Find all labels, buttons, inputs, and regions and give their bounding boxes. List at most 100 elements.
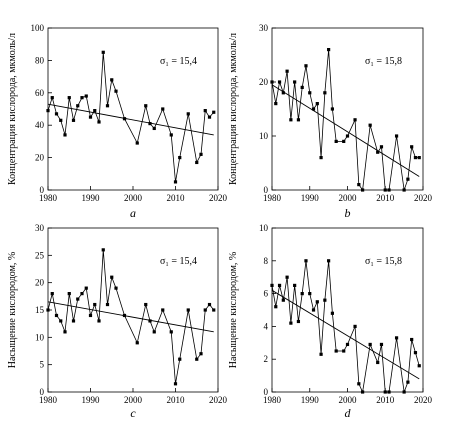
- data-point: [67, 292, 71, 296]
- data-point: [186, 308, 190, 312]
- y-tick-label: 60: [35, 88, 45, 98]
- data-point: [308, 91, 312, 95]
- data-point: [161, 308, 165, 312]
- data-point: [63, 330, 67, 334]
- data-point: [376, 150, 380, 154]
- y-tick-label: 4: [264, 321, 269, 331]
- data-point: [394, 336, 399, 340]
- data-point: [379, 342, 384, 347]
- x-tick-label: 2020: [414, 395, 433, 405]
- x-tick-label: 2020: [209, 193, 228, 203]
- x-tick-label: 1990: [82, 395, 101, 405]
- data-point: [144, 302, 148, 307]
- data-point: [417, 364, 421, 368]
- data-point: [387, 390, 391, 394]
- data-point: [368, 123, 372, 127]
- data-point: [413, 156, 418, 160]
- data-point: [277, 80, 282, 84]
- panel-letter: d: [345, 406, 352, 420]
- data-point: [293, 80, 297, 84]
- y-tick-label: 5: [40, 360, 45, 370]
- data-point: [327, 48, 331, 52]
- data-point: [379, 145, 384, 149]
- data-point: [270, 283, 274, 287]
- data-point: [342, 349, 346, 353]
- data-point: [50, 292, 54, 296]
- data-point: [54, 112, 59, 116]
- data-point: [80, 292, 84, 296]
- data-point: [67, 96, 71, 100]
- chart-panel-d: 1980 1990 2000 2010 2020 0 2 4 6 8 10 Насыщение кис…: [228, 223, 433, 420]
- data-point: [315, 300, 319, 304]
- data-point: [59, 118, 63, 122]
- y-tick-label: 25: [35, 250, 45, 260]
- data-point: [97, 120, 101, 124]
- data-point: [319, 156, 323, 160]
- y-tick-label: 20: [35, 153, 45, 163]
- x-tick-label: 1990: [82, 193, 101, 203]
- data-point: [330, 311, 334, 315]
- data-point: [169, 133, 173, 137]
- data-point: [394, 134, 399, 138]
- data-point: [361, 390, 365, 394]
- data-point: [195, 357, 199, 361]
- data-point: [186, 112, 190, 116]
- data-point: [110, 275, 114, 279]
- series-line: [47, 52, 215, 182]
- sigma-annotation: σ₁ = 15,8: [365, 56, 402, 67]
- y-tick-label: 0: [264, 185, 269, 195]
- x-tick-label: 1980: [263, 395, 282, 405]
- data-point: [315, 102, 319, 106]
- data-point: [114, 286, 118, 290]
- x-tick-label: 2010: [167, 193, 186, 203]
- x-tick-label: 1990: [301, 395, 320, 405]
- data-point: [84, 286, 88, 290]
- data-point: [173, 180, 178, 184]
- data-point: [63, 133, 67, 137]
- y-tick-label: 20: [35, 278, 45, 288]
- data-point: [97, 319, 101, 323]
- data-point: [274, 305, 278, 309]
- data-point: [114, 89, 118, 93]
- data-point: [402, 188, 406, 192]
- data-point: [135, 341, 139, 345]
- panel-letter: a: [130, 206, 136, 220]
- data-point: [402, 390, 406, 394]
- y-tick-label: 6: [264, 289, 269, 299]
- chart-panel-a: 1980 1990 2000 2010 2020 0 20 40 60 80 100 Концентр…: [7, 23, 228, 220]
- x-tick-label: 1980: [39, 395, 58, 405]
- data-point: [80, 96, 84, 100]
- data-point: [101, 50, 105, 54]
- data-point: [334, 139, 338, 143]
- plot-frame: [47, 227, 219, 393]
- x-tick-label: 2010: [376, 193, 395, 203]
- data-point: [71, 118, 76, 122]
- data-point: [406, 380, 410, 384]
- data-point: [178, 357, 182, 361]
- x-tick-label: 2000: [339, 395, 358, 405]
- data-point: [353, 324, 357, 328]
- data-point: [122, 117, 127, 121]
- data-point: [327, 259, 331, 263]
- trend-line: [47, 301, 214, 333]
- data-point: [383, 188, 387, 192]
- series-line: [271, 49, 420, 192]
- data-point: [148, 121, 152, 126]
- x-tick-label: 1980: [39, 193, 58, 203]
- data-point: [323, 298, 327, 302]
- y-tick-label: 30: [259, 23, 269, 33]
- data-point: [203, 109, 207, 113]
- chart-panel-c: 1980 1990 2000 2010 2020 0 5 10 15 20 25 30 Насыщени…: [7, 223, 228, 420]
- data-point: [357, 382, 361, 386]
- data-point: [345, 134, 350, 138]
- data-point: [88, 115, 93, 119]
- data-point: [353, 118, 357, 122]
- data-point: [410, 145, 414, 149]
- data-point: [152, 330, 156, 334]
- data-point: [281, 91, 285, 95]
- data-point: [387, 188, 391, 192]
- data-point: [59, 319, 63, 323]
- data-point: [304, 259, 308, 263]
- data-point: [300, 85, 304, 89]
- data-point: [281, 298, 285, 302]
